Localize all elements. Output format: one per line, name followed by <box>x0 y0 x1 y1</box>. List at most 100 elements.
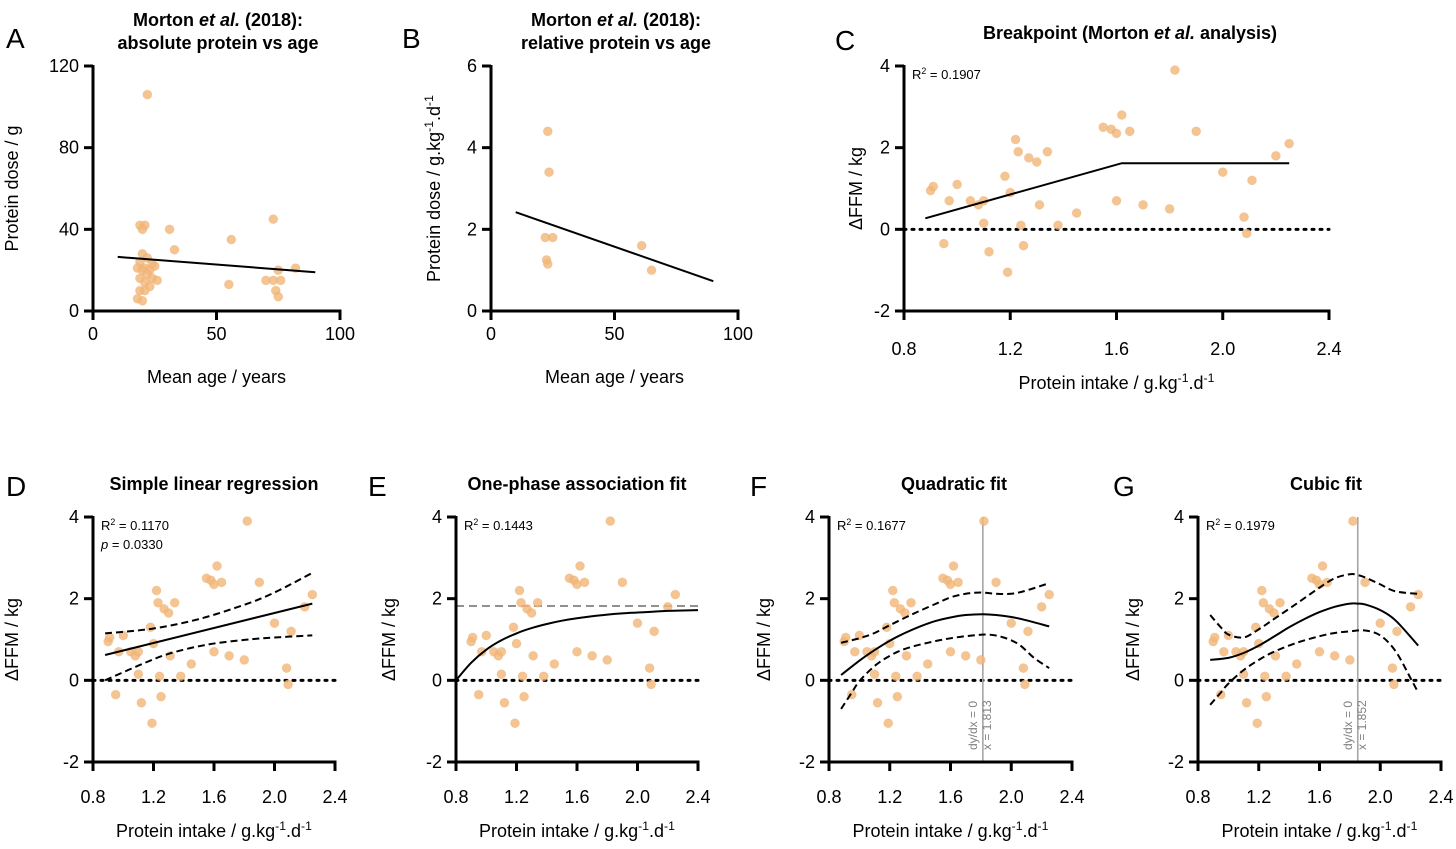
panel-title: Cubic fit <box>1290 474 1362 494</box>
fit-line <box>840 613 1050 676</box>
x-tick-label: 2.4 <box>1316 339 1341 359</box>
panel-title: absolute protein vs age <box>117 33 318 53</box>
data-point <box>1413 589 1424 600</box>
data-point <box>840 632 851 643</box>
data-point <box>944 195 955 206</box>
y-axis-label: ΔFFM / kg <box>754 598 774 681</box>
panel-title: Breakpoint (Morton et al. analysis) <box>983 23 1277 43</box>
data-point <box>984 246 994 257</box>
y-tick-label: -2 <box>426 752 442 772</box>
data-point <box>978 218 989 229</box>
x-axis-label: Mean age / years <box>545 367 684 387</box>
data-point <box>239 655 250 665</box>
fit-line <box>104 602 313 656</box>
data-point <box>928 181 939 192</box>
data-point <box>948 561 959 571</box>
data-point <box>1258 597 1269 608</box>
fit-line <box>1210 602 1419 661</box>
x-axis-label: Protein intake / g.kg-1.d-1 <box>853 819 1049 841</box>
data-point <box>186 659 197 669</box>
x-tick-label: 2.0 <box>1368 787 1393 807</box>
panel-letter: G <box>1113 471 1135 502</box>
panel-b: B Morton et al. (2018): relative protein v… <box>402 10 753 387</box>
data-point <box>1375 618 1386 629</box>
data-point <box>283 679 294 690</box>
data-point <box>517 671 528 682</box>
data-point <box>1405 601 1416 612</box>
y-tick-label: 80 <box>59 138 79 158</box>
data-point <box>1071 208 1082 218</box>
fit-line <box>117 255 316 274</box>
x-axis-label: Protein intake / g.kg-1.d-1 <box>1222 819 1418 841</box>
data-point <box>481 630 492 641</box>
data-point <box>209 646 219 657</box>
panel-letter: C <box>835 25 855 56</box>
data-point <box>133 669 144 680</box>
ci-lower-band <box>1209 629 1420 706</box>
data-point <box>164 224 175 235</box>
x-tick-label: 1.2 <box>998 339 1023 359</box>
panel-letter: B <box>402 23 421 54</box>
data-point <box>118 630 129 641</box>
data-point <box>496 646 507 657</box>
data-point <box>872 697 883 708</box>
data-point <box>514 585 525 596</box>
panel-letter: E <box>368 471 387 502</box>
data-point <box>602 655 613 665</box>
derivative-label-line: dy/dx = 0 <box>1341 701 1355 750</box>
y-tick-label: -2 <box>874 301 890 321</box>
y-tick-label: 0 <box>432 670 442 690</box>
data-point <box>137 224 148 235</box>
data-points <box>540 126 657 276</box>
x-tick-label: 50 <box>206 324 226 344</box>
panel-title: Quadratic fit <box>901 474 1007 494</box>
y-axis-label: Protein dose / g <box>2 125 22 251</box>
data-point <box>532 597 543 608</box>
y-tick-label: 2 <box>432 589 442 609</box>
x-tick-label: 1.2 <box>504 787 529 807</box>
data-point <box>1020 679 1030 690</box>
x-axis-label: Mean age / years <box>147 367 286 387</box>
y-tick-label: 0 <box>1174 670 1184 690</box>
data-point <box>549 659 560 669</box>
data-point <box>889 597 900 608</box>
data-point <box>1209 632 1220 643</box>
data-point <box>1256 585 1267 596</box>
data-point <box>1053 220 1063 231</box>
y-tick-label: 4 <box>432 507 442 527</box>
data-point <box>901 650 912 661</box>
data-point <box>1239 212 1249 222</box>
x-axis-label: Protein intake / g.kg-1.d-1 <box>116 819 312 841</box>
data-point <box>104 632 115 643</box>
data-point <box>979 516 989 526</box>
data-point <box>1031 157 1042 167</box>
data-point <box>912 671 922 682</box>
stat-annotation: R2 = 0.1443 <box>464 517 533 533</box>
y-tick-label: 2 <box>880 138 890 158</box>
data-point <box>1018 663 1029 673</box>
data-point <box>1314 646 1325 657</box>
y-tick-label: 0 <box>467 301 477 321</box>
data-point <box>960 650 971 661</box>
data-point <box>1015 220 1026 231</box>
data-point <box>147 718 157 729</box>
x-tick-label: 100 <box>723 324 753 344</box>
data-point <box>175 671 186 682</box>
data-point <box>1217 167 1228 178</box>
data-point <box>1392 626 1402 637</box>
data-point <box>151 585 162 596</box>
x-tick-label: 0 <box>88 324 98 344</box>
x-tick-label: 1.6 <box>938 787 963 807</box>
data-point <box>544 167 554 178</box>
ci-upper-band <box>105 572 313 635</box>
stat-annotation: R2 = 0.1677 <box>837 517 906 533</box>
data-point <box>526 608 537 618</box>
x-tick-label: 2.4 <box>322 787 347 807</box>
data-point <box>883 718 894 729</box>
data-point <box>1111 128 1122 139</box>
data-point <box>938 238 949 249</box>
data-point <box>1034 199 1045 210</box>
data-point <box>145 622 156 633</box>
x-tick-label: 1.2 <box>1246 787 1271 807</box>
